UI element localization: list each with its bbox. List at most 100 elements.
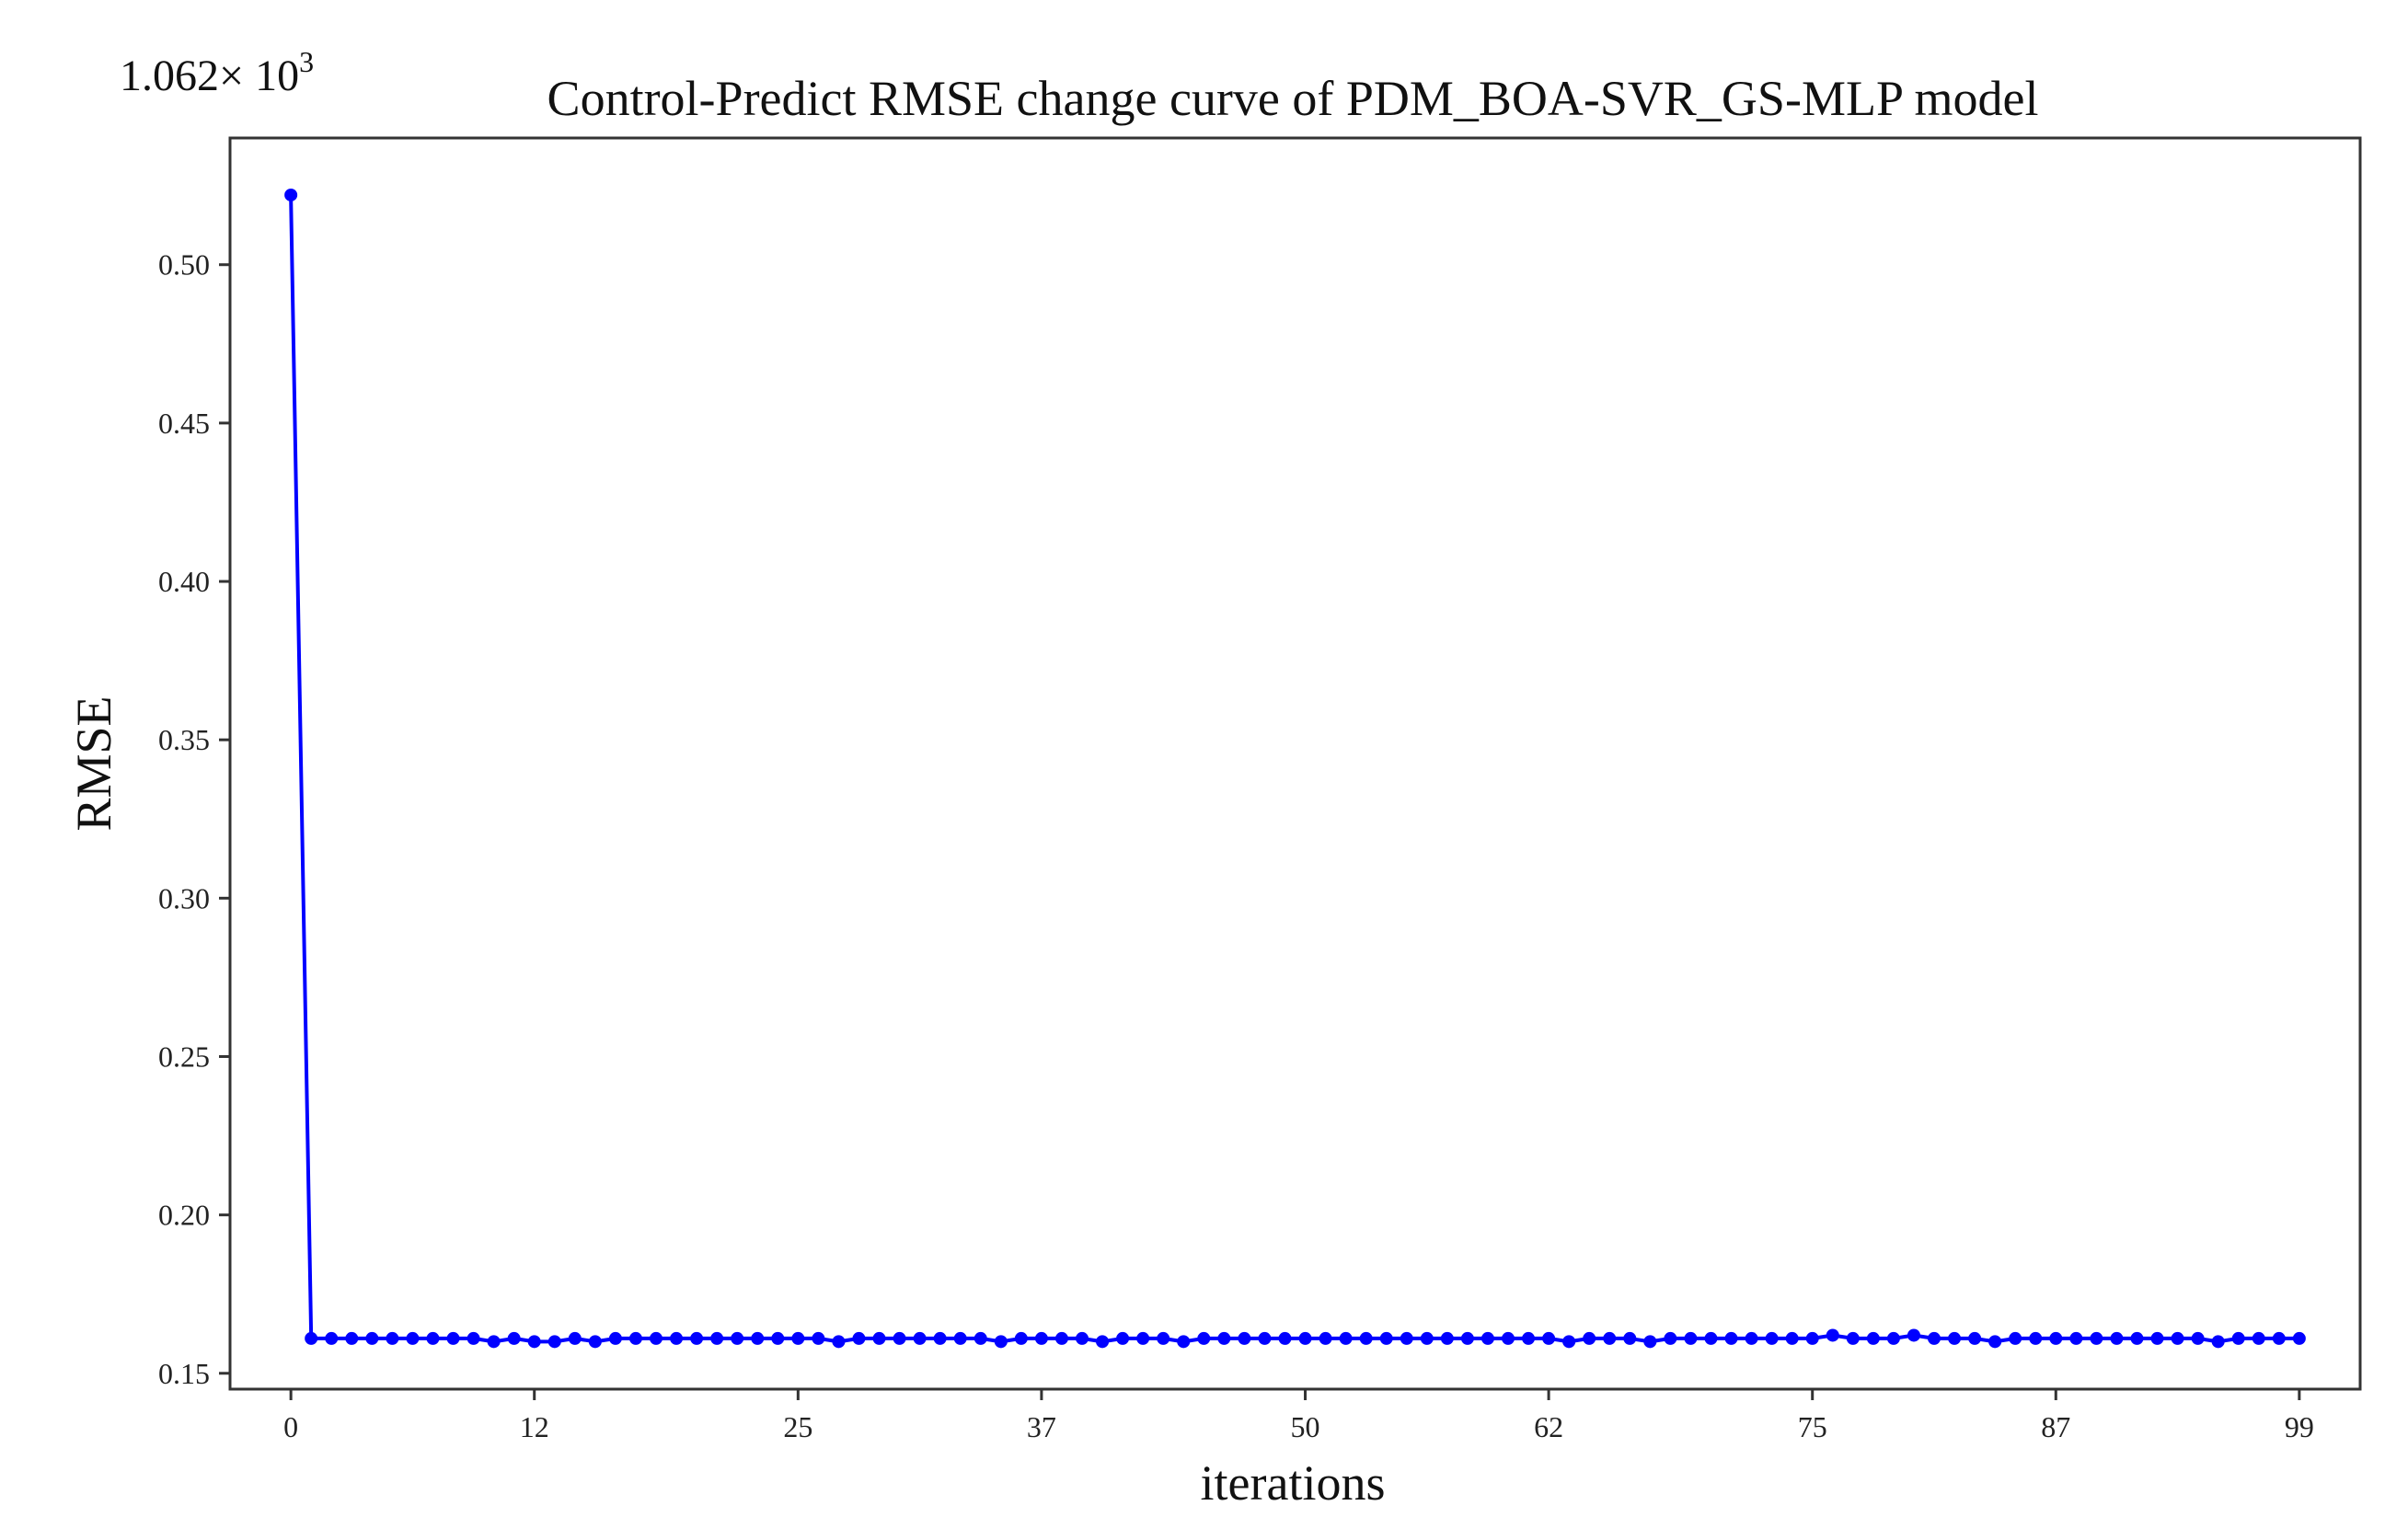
data-point	[628, 1331, 642, 1345]
data-point	[913, 1331, 927, 1345]
data-point	[933, 1331, 947, 1345]
data-point	[1968, 1331, 1982, 1345]
y-axis-ticks: 0.15 0.20 0.25 0.30 0.35 0.40 0.45 0.50	[158, 248, 230, 1390]
data-point	[1177, 1335, 1191, 1349]
scale-multiplier-exponent: 3	[299, 45, 314, 78]
data-point	[527, 1335, 541, 1349]
data-point	[1785, 1331, 1799, 1345]
data-point	[852, 1331, 866, 1345]
data-point	[1197, 1331, 1211, 1345]
data-point	[1664, 1331, 1677, 1345]
data-point	[2252, 1331, 2265, 1345]
data-point	[2130, 1331, 2144, 1345]
series-line	[289, 194, 2299, 1344]
data-point	[1238, 1331, 1251, 1345]
data-point	[791, 1331, 805, 1345]
x-tick-label: 87	[2041, 1410, 2070, 1443]
x-tick-label: 99	[2285, 1410, 2314, 1443]
data-point	[670, 1331, 684, 1345]
data-point	[1988, 1335, 2002, 1349]
y-tick-label: 0.35	[158, 723, 210, 756]
y-tick-label: 0.20	[158, 1199, 210, 1232]
x-axis-title: iterations	[1201, 1455, 1386, 1511]
data-point	[568, 1331, 582, 1345]
x-tick-label: 75	[1798, 1410, 1827, 1443]
data-point	[1765, 1331, 1779, 1345]
data-point	[1400, 1331, 1413, 1345]
data-point	[426, 1331, 440, 1345]
data-point	[1359, 1331, 1373, 1345]
data-point	[284, 188, 298, 201]
data-point	[325, 1331, 339, 1345]
data-point	[2029, 1331, 2043, 1345]
data-point	[1542, 1331, 1556, 1345]
x-tick-label: 62	[1534, 1410, 1563, 1443]
data-point	[1805, 1331, 1819, 1345]
scale-multiplier: 1.062× 103	[120, 45, 314, 100]
data-point	[1846, 1331, 1860, 1345]
data-point	[1826, 1328, 1839, 1342]
x-tick-label: 0	[283, 1410, 298, 1443]
data-point	[893, 1331, 906, 1345]
y-tick-label: 0.40	[158, 565, 210, 598]
data-point	[1157, 1331, 1170, 1345]
data-point	[690, 1331, 704, 1345]
chart-title: Control-Predict RMSE change curve of PDM…	[547, 71, 2039, 126]
data-point	[608, 1331, 622, 1345]
data-point	[1948, 1331, 1962, 1345]
data-point	[1522, 1331, 1536, 1345]
data-point	[588, 1335, 602, 1349]
x-tick-label: 12	[520, 1410, 549, 1443]
data-point	[1623, 1331, 1637, 1345]
scale-multiplier-base: 1.062× 10	[120, 52, 299, 100]
data-point	[507, 1331, 521, 1345]
x-tick-label: 25	[783, 1410, 812, 1443]
data-point	[1339, 1331, 1353, 1345]
plot-frame	[228, 136, 2362, 1391]
y-tick-label: 0.45	[158, 407, 210, 440]
data-point	[386, 1331, 399, 1345]
data-point	[2231, 1331, 2245, 1345]
data-point	[1379, 1331, 1393, 1345]
x-axis-ticks: 0 12 25 37 50 62 75 87 99	[283, 1389, 2314, 1443]
data-point	[547, 1335, 561, 1349]
data-point	[1745, 1331, 1758, 1345]
data-point	[1886, 1331, 1900, 1345]
y-tick-label: 0.30	[158, 881, 210, 914]
data-point	[1562, 1335, 1576, 1349]
data-point	[1258, 1331, 1272, 1345]
data-point	[2272, 1331, 2286, 1345]
data-point	[771, 1331, 785, 1345]
data-point	[1481, 1331, 1494, 1345]
data-point	[1096, 1335, 1110, 1349]
data-point	[2211, 1335, 2225, 1349]
data-point	[1136, 1331, 1150, 1345]
data-point	[953, 1331, 967, 1345]
data-point	[1076, 1331, 1089, 1345]
data-point	[406, 1331, 420, 1345]
y-axis-title: RMSE	[66, 695, 121, 831]
data-point	[365, 1331, 379, 1345]
data-point	[1420, 1331, 1434, 1345]
data-point	[305, 1331, 318, 1345]
data-point	[710, 1331, 724, 1345]
data-point	[1583, 1331, 1596, 1345]
y-tick-label: 0.25	[158, 1040, 210, 1073]
data-point	[2009, 1331, 2022, 1345]
data-point	[872, 1331, 886, 1345]
data-point	[751, 1331, 765, 1345]
data-point	[1928, 1331, 1941, 1345]
data-point	[1217, 1331, 1231, 1345]
series-layer	[284, 188, 2306, 1349]
data-point	[2292, 1331, 2306, 1345]
data-point	[1116, 1331, 1130, 1345]
data-point	[731, 1331, 744, 1345]
data-point	[994, 1335, 1008, 1349]
data-point	[1684, 1331, 1698, 1345]
data-point	[2150, 1331, 2164, 1345]
data-point	[1319, 1331, 1332, 1345]
data-point	[467, 1331, 480, 1345]
y-tick-label: 0.15	[158, 1357, 210, 1390]
data-point	[2069, 1331, 2083, 1345]
data-point	[1298, 1331, 1312, 1345]
